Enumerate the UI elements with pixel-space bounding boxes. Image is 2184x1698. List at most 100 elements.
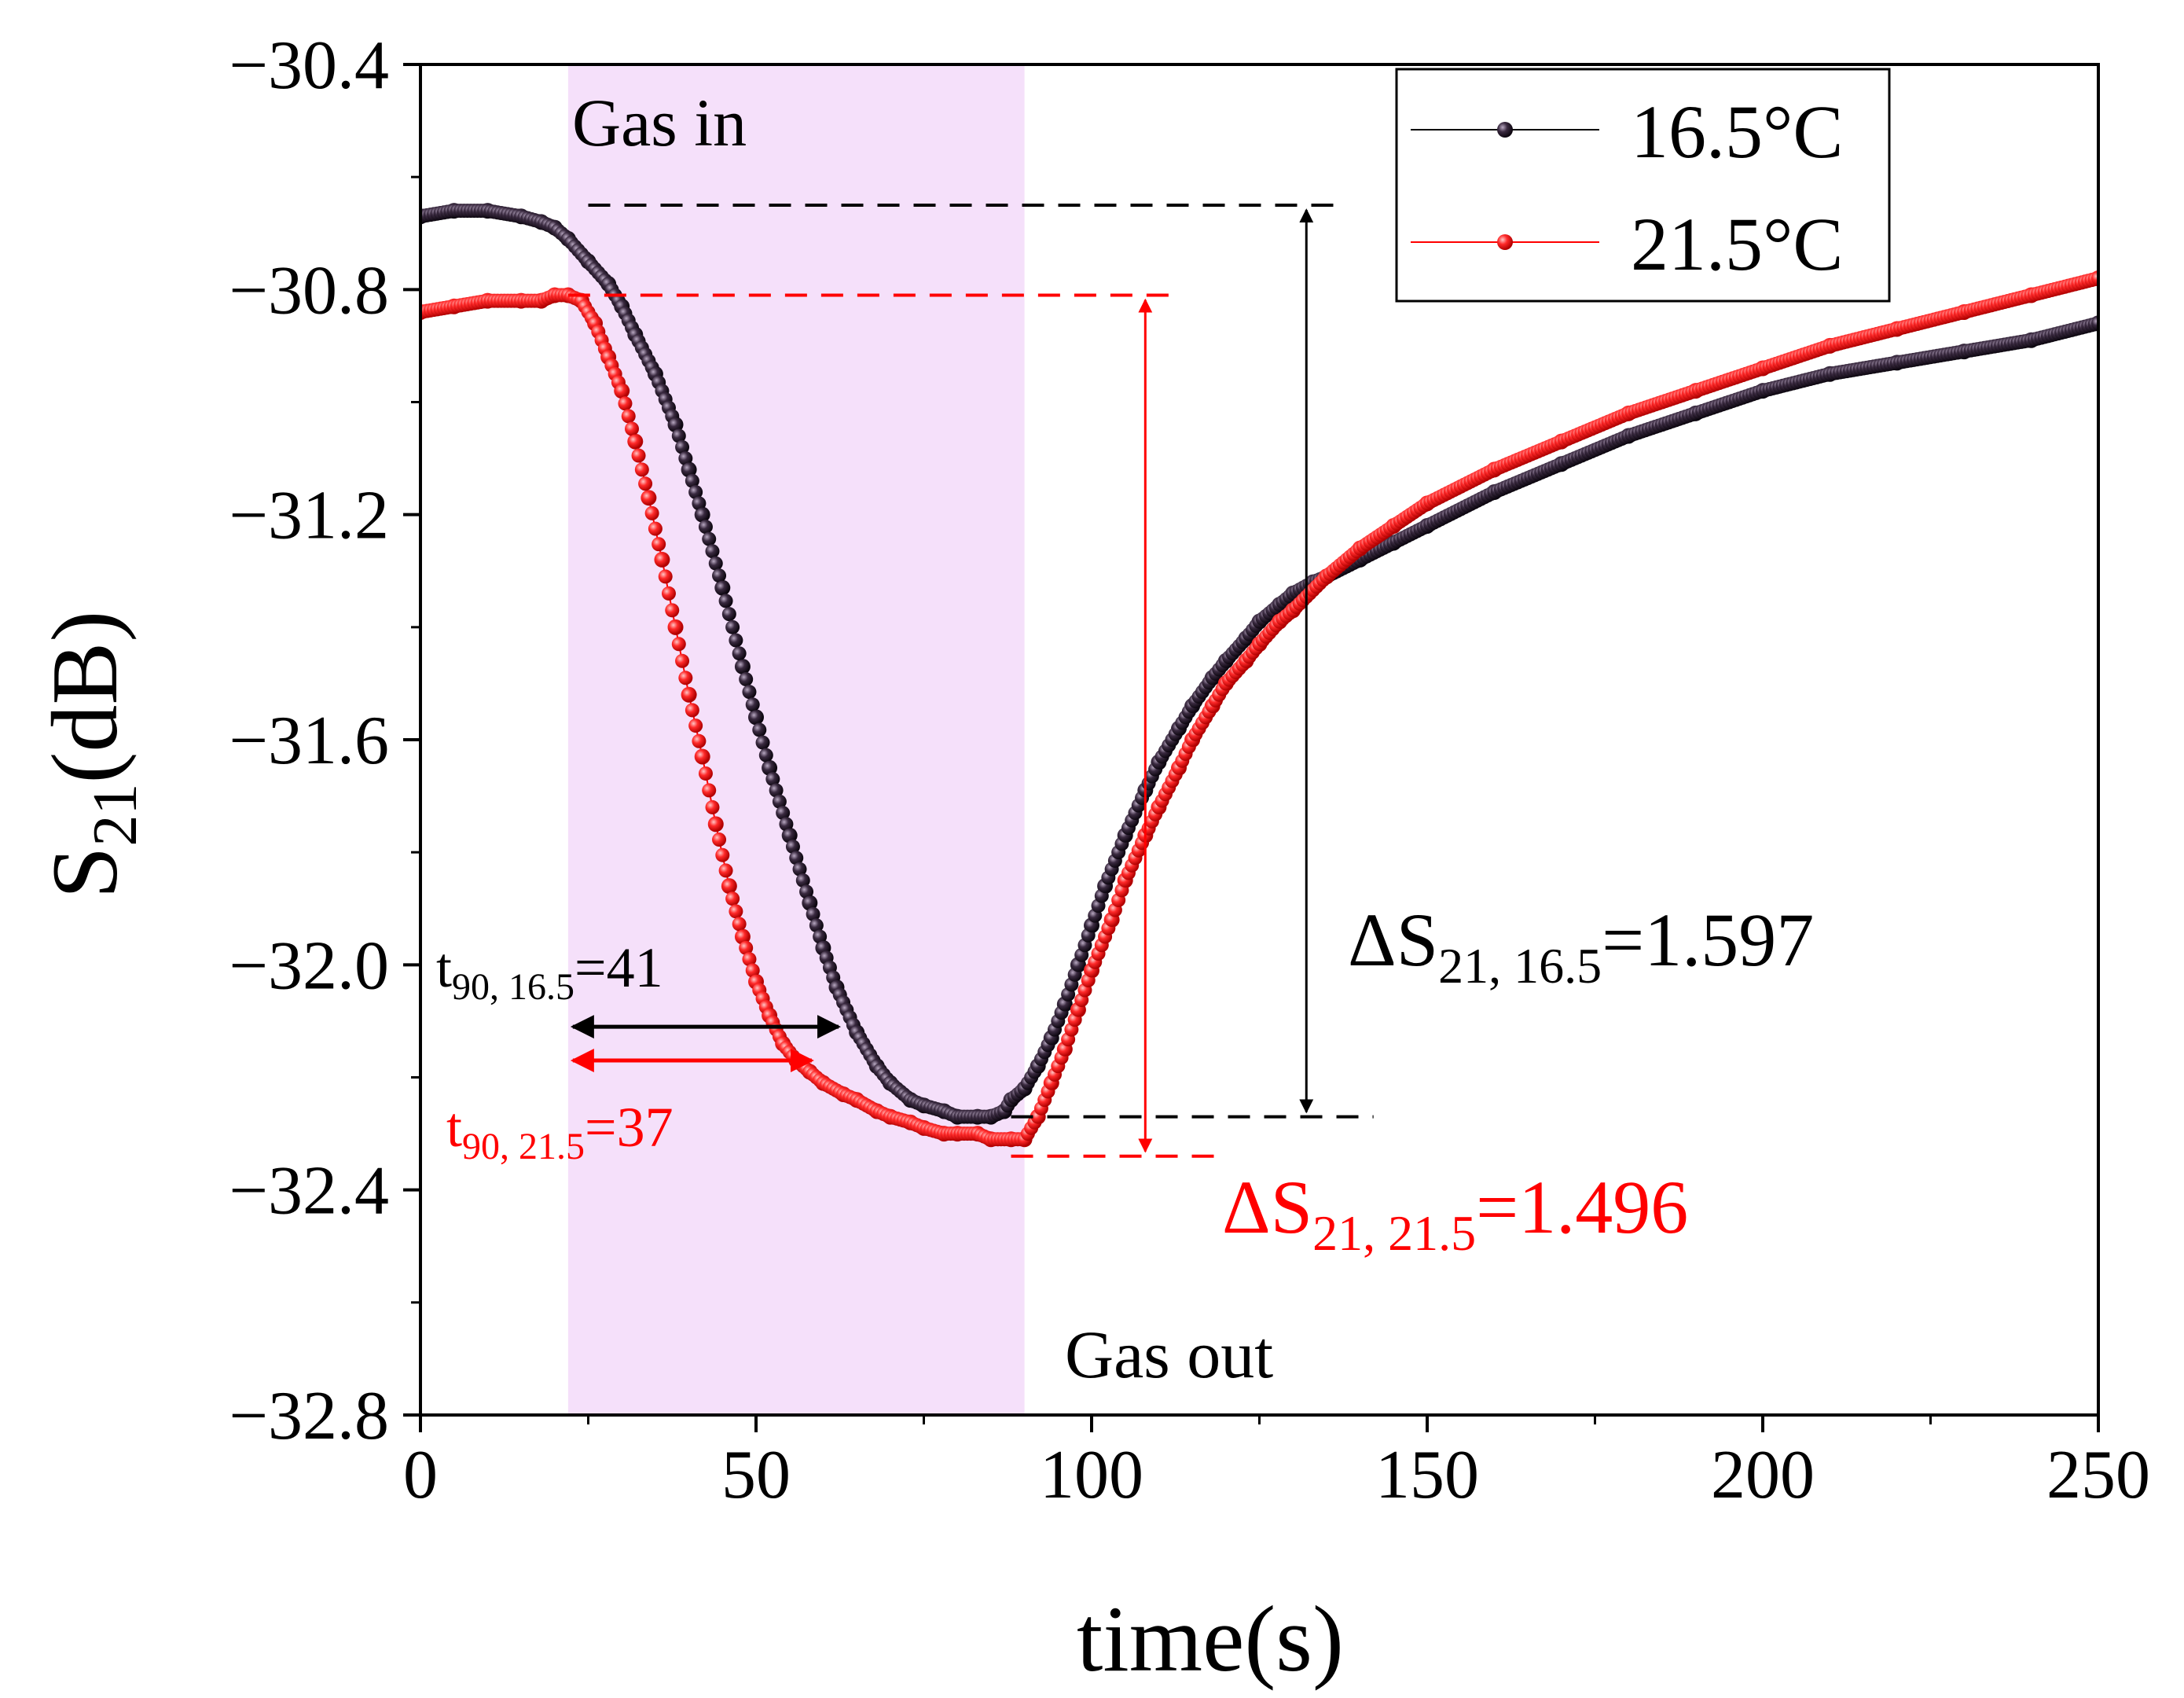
series-16-5-marker xyxy=(762,760,777,775)
series-21-5-marker xyxy=(745,963,760,978)
series-16-5-marker xyxy=(725,619,740,634)
t90-16-5-prefix: t xyxy=(436,936,452,999)
series-21-5-marker xyxy=(618,396,633,411)
series-16-5-marker xyxy=(721,607,736,622)
series-21-5-marker xyxy=(735,929,750,944)
series-16-5-marker xyxy=(708,556,723,571)
series-21-5-marker xyxy=(661,586,676,601)
series-21-5-marker xyxy=(644,505,659,520)
series-16-5-marker xyxy=(755,735,770,750)
series-21-5-marker xyxy=(625,421,640,436)
series-16-5-marker xyxy=(698,520,713,535)
series-16-5-marker xyxy=(675,439,690,454)
delta-s21-21-5-label: ΔS21, 21.5=1.496 xyxy=(1222,1165,1688,1261)
t90-16-5-value: =41 xyxy=(574,936,663,999)
series-21-5-marker xyxy=(712,832,727,847)
series-16-5-marker xyxy=(809,918,824,933)
series-21-5-marker xyxy=(718,863,733,878)
series-16-5-marker xyxy=(702,531,717,546)
series-21-5-marker xyxy=(671,637,686,652)
series-21-5-marker xyxy=(729,904,743,919)
x-axis: 0 50 100 150 200 250 xyxy=(403,1415,2150,1513)
series-16-5-marker xyxy=(671,428,686,443)
x-tick-label: 250 xyxy=(2046,1437,2150,1513)
legend-label-21-5: 21.5°C xyxy=(1631,202,1843,286)
y-axis-label-subscript: 21 xyxy=(81,784,150,847)
delta-s21-16-5-label: ΔS21, 16.5=1.597 xyxy=(1348,898,1814,994)
series-21-5-marker xyxy=(715,847,730,862)
series-21-5-marker xyxy=(685,703,699,718)
series-21-5-marker xyxy=(688,719,703,733)
series-16-5-marker xyxy=(769,783,784,798)
delta-s21-21-5-prefix: ΔS xyxy=(1222,1165,1312,1249)
series-16-5-marker xyxy=(685,473,699,488)
series-16-5-marker xyxy=(758,748,773,763)
t90-21-5-value: =37 xyxy=(585,1096,674,1159)
series-16-5-marker xyxy=(681,462,696,477)
series-21-5-marker xyxy=(695,749,710,764)
series-16-5-marker xyxy=(732,646,747,661)
gas-exposure-region xyxy=(567,64,1025,1415)
series-21-5-marker xyxy=(641,491,656,505)
series-16-5-marker xyxy=(718,594,733,608)
series-21-5-marker xyxy=(668,619,683,634)
delta-s21-21-5-subscript: 21, 21.5 xyxy=(1312,1205,1476,1261)
t90-16-5-label: t90, 16.5=41 xyxy=(436,936,663,1008)
y-tick-label: −32.0 xyxy=(229,928,389,1004)
series-16-5-marker xyxy=(776,806,791,821)
series-21-5-marker xyxy=(615,384,630,399)
x-tick-label: 50 xyxy=(721,1437,791,1513)
series-16-5-marker xyxy=(749,710,763,725)
series-21-5-marker xyxy=(652,537,666,552)
x-tick-label: 200 xyxy=(1711,1437,1815,1513)
delta-s21-16-5-subscript: 21, 16.5 xyxy=(1438,938,1602,994)
series-16-5-marker xyxy=(695,507,710,522)
series-16-5-marker xyxy=(712,568,727,583)
y-tick-label: −32.8 xyxy=(229,1378,389,1454)
annotation-layer xyxy=(567,203,1374,1158)
y-axis: −30.4 −30.8 −31.2 −31.6 −32.0 −32.4 −32.8 xyxy=(229,28,420,1454)
legend-marker-21-5 xyxy=(1497,234,1513,250)
gas-in-label: Gas in xyxy=(572,85,747,160)
x-axis-label: time(s) xyxy=(1077,1586,1344,1691)
series-16-5-marker xyxy=(792,862,807,877)
series-16-5-marker xyxy=(806,906,820,921)
legend-marker-16-5 xyxy=(1497,122,1513,138)
series-16-5-marker xyxy=(739,672,754,687)
delta-s21-21-5-value: =1.496 xyxy=(1476,1165,1688,1249)
series-21-5-marker xyxy=(732,917,747,932)
series-16-5-marker xyxy=(692,496,707,511)
delta-s21-16-5-value: =1.597 xyxy=(1602,898,1814,982)
y-axis-label: S21(dB) xyxy=(32,611,150,899)
gas-out-label: Gas out xyxy=(1065,1317,1273,1392)
y-tick-label: −30.8 xyxy=(229,252,389,329)
series-16-5-marker xyxy=(789,851,804,866)
series-21-5-marker xyxy=(634,462,649,477)
series-16-5-marker xyxy=(782,828,797,843)
series-16-5-marker xyxy=(785,840,800,855)
legend: 16.5°C 21.5°C xyxy=(1395,68,1891,303)
x-tick-label: 150 xyxy=(1375,1437,1479,1513)
series-16-5-marker xyxy=(668,417,683,432)
series-21-5-marker xyxy=(678,671,693,685)
y-tick-label: −30.4 xyxy=(229,28,389,104)
legend-label-16-5: 16.5°C xyxy=(1631,90,1843,174)
series-21-5-marker xyxy=(648,521,663,536)
series-16-5-marker xyxy=(802,895,817,910)
series-21-5-marker xyxy=(692,733,707,748)
series-16-5-marker xyxy=(2091,316,2098,331)
series-21-5-marker xyxy=(2091,271,2098,286)
x-tick-label: 100 xyxy=(1040,1437,1143,1513)
series-16-5-marker xyxy=(705,544,720,559)
series-21-5-marker xyxy=(638,476,653,491)
series-21-5-marker xyxy=(681,687,696,702)
y-tick-label: −31.6 xyxy=(229,703,389,779)
series-16-5-marker xyxy=(813,929,828,944)
series-layer xyxy=(420,203,2098,1148)
t90-21-5-prefix: t xyxy=(446,1096,462,1159)
series-16-5-marker xyxy=(678,451,693,466)
series-16-5-marker xyxy=(715,580,730,595)
delta-s21-16-5-prefix: ΔS xyxy=(1348,898,1438,982)
t90-21-5-subscript: 90, 21.5 xyxy=(462,1126,585,1167)
